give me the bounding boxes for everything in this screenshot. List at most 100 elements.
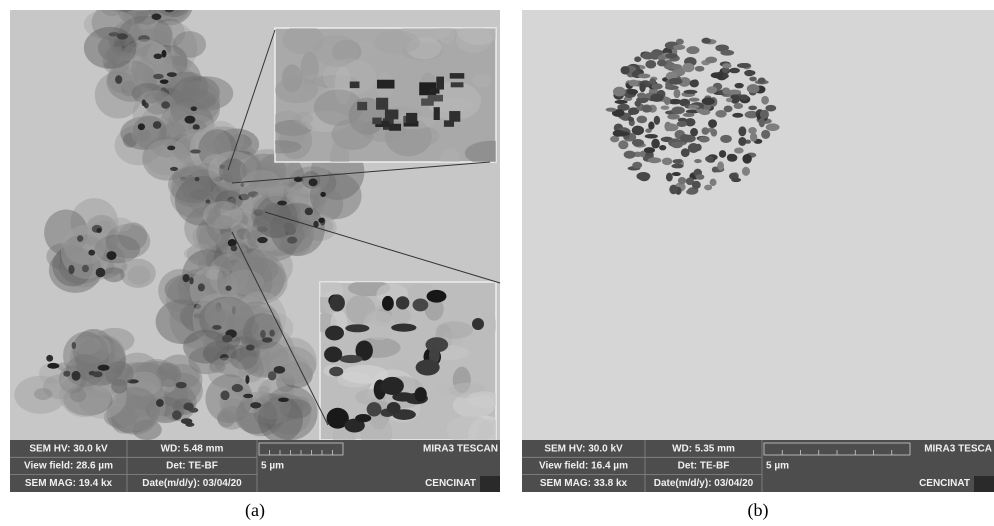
particle bbox=[684, 90, 698, 94]
particle bbox=[731, 178, 741, 182]
particle bbox=[274, 366, 286, 374]
crystal bbox=[450, 73, 465, 79]
particle bbox=[167, 72, 177, 77]
cluster-blob bbox=[135, 0, 156, 9]
cluster-blob bbox=[103, 267, 125, 282]
particle bbox=[198, 283, 205, 291]
inset-bottom bbox=[306, 278, 504, 451]
particle bbox=[734, 148, 744, 154]
particle bbox=[683, 113, 695, 117]
particle bbox=[729, 68, 740, 73]
info-date: Date(m/d/y): 03/04/20 bbox=[142, 478, 242, 489]
particle bbox=[738, 126, 746, 136]
particle bbox=[624, 151, 636, 159]
particle bbox=[689, 98, 700, 102]
info-date: Date(m/d/y): 03/04/20 bbox=[654, 478, 754, 489]
particle bbox=[668, 78, 682, 85]
particle bbox=[71, 371, 80, 381]
blob bbox=[314, 35, 358, 67]
crystal bbox=[372, 118, 381, 125]
particle bbox=[641, 52, 654, 59]
particle bbox=[704, 185, 712, 191]
particle bbox=[257, 237, 267, 243]
particle bbox=[318, 218, 324, 223]
particle bbox=[686, 46, 699, 54]
particle bbox=[176, 382, 187, 389]
blob bbox=[465, 141, 519, 166]
cluster-blob bbox=[193, 224, 222, 248]
particle bbox=[720, 50, 734, 56]
particle bbox=[710, 179, 717, 186]
particle bbox=[387, 402, 401, 414]
particle bbox=[635, 100, 641, 106]
particle bbox=[246, 344, 255, 350]
particle bbox=[664, 97, 670, 105]
particle bbox=[717, 161, 724, 170]
particle bbox=[748, 127, 756, 134]
panel-caption: (a) bbox=[245, 500, 265, 521]
particle bbox=[154, 53, 163, 59]
cluster-blob bbox=[70, 388, 86, 402]
particle bbox=[726, 98, 733, 103]
particle bbox=[142, 99, 146, 106]
particle bbox=[657, 59, 667, 66]
particle bbox=[645, 60, 656, 69]
particle bbox=[669, 185, 677, 195]
particle bbox=[329, 294, 344, 311]
particle bbox=[719, 150, 726, 158]
particle bbox=[638, 74, 651, 79]
particle bbox=[723, 88, 731, 95]
cluster-blob bbox=[118, 0, 161, 11]
logo-box bbox=[480, 476, 500, 492]
particle bbox=[765, 105, 776, 112]
crystal bbox=[385, 110, 398, 120]
info-wd: WD: 5.35 mm bbox=[672, 443, 735, 454]
particle bbox=[415, 387, 427, 402]
particle bbox=[329, 367, 343, 377]
particle bbox=[737, 63, 751, 68]
particle bbox=[391, 324, 416, 332]
particle bbox=[191, 106, 197, 111]
particle bbox=[654, 116, 660, 125]
particle bbox=[206, 199, 211, 203]
particle bbox=[181, 418, 193, 424]
particle bbox=[665, 53, 677, 58]
particle bbox=[115, 75, 122, 84]
particle bbox=[708, 119, 717, 128]
particle bbox=[243, 394, 253, 398]
info-hv: SEM HV: 30.0 kV bbox=[544, 443, 623, 454]
particle bbox=[309, 178, 318, 186]
particle bbox=[702, 127, 710, 135]
particle bbox=[699, 109, 710, 115]
particle bbox=[355, 414, 371, 422]
particle bbox=[698, 136, 709, 142]
particle bbox=[153, 121, 162, 129]
particle bbox=[672, 172, 681, 176]
info-det: Det: TE-BF bbox=[678, 461, 730, 472]
particle bbox=[278, 398, 289, 402]
particle bbox=[667, 114, 679, 120]
particle bbox=[680, 134, 691, 143]
blob bbox=[436, 321, 473, 338]
particle bbox=[268, 371, 277, 380]
particle bbox=[613, 87, 626, 97]
info-view-field: View field: 28.6 µm bbox=[24, 461, 113, 472]
crystal bbox=[376, 98, 388, 110]
particle bbox=[738, 137, 746, 146]
particle bbox=[260, 330, 266, 338]
particle bbox=[722, 63, 731, 68]
particle bbox=[324, 346, 342, 362]
particle bbox=[382, 296, 394, 311]
particle bbox=[225, 285, 231, 290]
blob bbox=[363, 311, 396, 340]
info-scale: 5 µm bbox=[766, 461, 789, 472]
info-mag: SEM MAG: 33.8 kx bbox=[540, 478, 628, 489]
particle bbox=[305, 208, 313, 216]
particle bbox=[644, 147, 655, 153]
cluster-blob bbox=[217, 406, 247, 430]
particle bbox=[269, 330, 274, 337]
info-site: CENCINAT bbox=[919, 478, 970, 489]
particle bbox=[748, 106, 757, 111]
logo-box bbox=[974, 476, 994, 492]
particle bbox=[172, 410, 182, 420]
